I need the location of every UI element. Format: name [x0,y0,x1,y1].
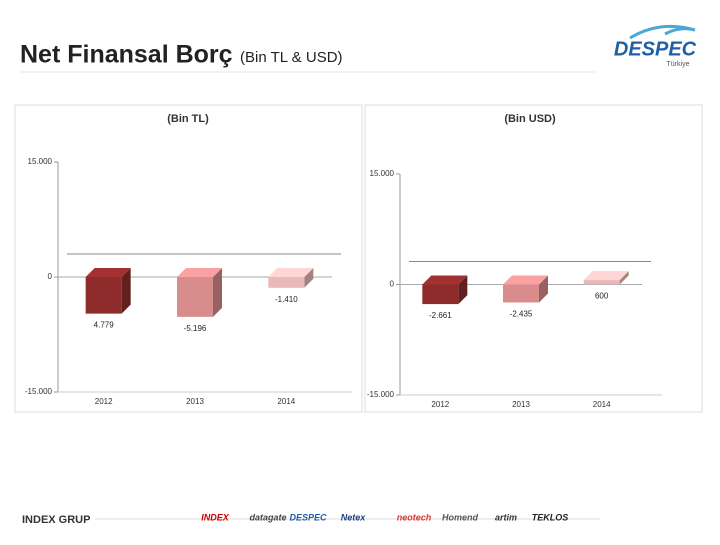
partner-logo: datagate [249,512,286,522]
x-tick-label: 2013 [512,400,530,409]
logo-swoosh [629,24,696,40]
bar-side [539,275,548,303]
bar [583,280,620,285]
bar-top [177,268,222,277]
logo: DESPEC [614,38,697,60]
bar-side [121,268,131,314]
bar-top [422,275,468,285]
partner-logo: TEKLOS [532,512,569,522]
bar-top [583,271,629,281]
partner-logo: Homend [442,512,479,522]
bar-top [85,268,131,277]
bar-top [503,275,548,285]
x-tick-label: 2012 [431,400,449,409]
bar-side [304,268,314,288]
x-tick-label: 2013 [186,397,204,406]
panel [364,104,703,413]
bar [177,277,213,317]
group-name: INDEX GRUP [22,514,90,526]
x-tick-label: 2014 [277,397,295,406]
panel [14,104,363,413]
y-tick-label: 15.000 [28,157,53,166]
bar-side [619,271,629,285]
x-tick-label: 2012 [95,397,113,406]
chart-title: (Bin TL) [167,113,209,125]
bar-side [213,268,222,317]
partner-logo: Netex [341,512,367,522]
bar-top [268,268,314,277]
value-label: -2.661 [429,311,452,320]
bar [503,284,539,303]
y-tick-label: 15.000 [370,169,395,178]
x-tick-label: 2014 [593,400,611,409]
value-label: 600 [595,292,609,301]
slide-title: Net Finansal Borç [20,41,233,69]
chart-title: (Bin USD) [504,113,556,125]
partner-logo: neotech [397,512,432,522]
partner-logo: INDEX [201,512,230,522]
y-tick-label: -15.000 [367,390,395,399]
value-label: 4.779 [94,321,115,330]
footer: INDEX GRUP INDEX datagate DESPEC Netex neote… [22,512,600,526]
bar [268,277,305,288]
logo-sub: Türkiye [667,61,690,68]
bar-side [458,275,468,305]
bar [85,277,122,314]
bar [422,284,459,305]
partner-logo: DESPEC [289,512,327,522]
y-tick-label: 0 [48,272,53,281]
value-label: -2.435 [510,310,533,319]
value-label: -1.410 [275,295,298,304]
value-label: -5.196 [184,324,207,333]
partner-logo: artim [495,512,517,522]
y-tick-label: 0 [390,280,395,289]
y-tick-label: -15.000 [25,387,53,396]
slide-subtitle: (Bin TL & USD) [240,49,343,66]
